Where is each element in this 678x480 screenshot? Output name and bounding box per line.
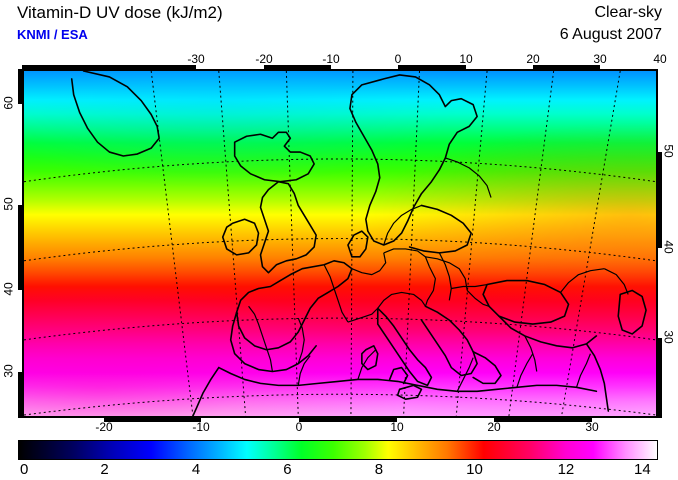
bottom-tick-30: 30 (585, 420, 599, 434)
top-tick-bar (398, 65, 466, 69)
bottom-tick-neg10: -10 (192, 420, 210, 434)
left-tick-40: 40 (1, 282, 16, 296)
top-tick-neg20: -20 (255, 52, 273, 66)
graticule-lines (24, 71, 656, 416)
bottom-tick-bar (104, 418, 201, 422)
page-title: Vitamin-D UV dose (kJ/m2) (17, 3, 223, 22)
uv-dose-field (24, 71, 656, 416)
date-label: 6 August 2007 (559, 26, 662, 43)
coastline-and-borders (70, 71, 647, 416)
left-tick-bar (18, 69, 22, 104)
top-tick-bar (22, 65, 196, 69)
right-tick-40: 40 (661, 240, 676, 254)
left-tick-60: 60 (1, 96, 16, 110)
colorbar (18, 440, 658, 460)
right-tick-50: 50 (661, 144, 676, 158)
map-plot-frame (22, 69, 658, 418)
top-tick-20: 20 (526, 52, 540, 66)
agency-label: KNMI / ESA (17, 27, 88, 42)
left-tick-bar (18, 372, 22, 418)
top-tick-bar (533, 65, 600, 69)
colorbar-gradient (18, 440, 658, 460)
colorbar-tick-2: 2 (100, 461, 109, 478)
colorbar-tick-8: 8 (374, 461, 384, 478)
bottom-tick-neg20: -20 (95, 420, 113, 434)
top-tick-bar (264, 65, 331, 69)
map-canvas (24, 71, 656, 416)
bottom-tick-10: 10 (390, 420, 404, 434)
top-tick-10: 10 (459, 52, 473, 66)
top-tick-40: 40 (653, 52, 667, 66)
right-tick-bar (658, 152, 662, 248)
colorbar-tick-0: 0 (20, 461, 29, 478)
right-tick-bar (658, 338, 662, 418)
colorbar-tick-14: 14 (634, 461, 651, 478)
left-tick-bar (18, 205, 22, 290)
bottom-tick-0: 0 (295, 420, 303, 434)
bottom-tick-20: 20 (487, 420, 501, 434)
colorbar-tick-4: 4 (191, 461, 201, 478)
colorbar-tick-10: 10 (466, 461, 483, 478)
left-tick-50: 50 (1, 197, 16, 211)
colorbar-tick-6: 6 (283, 461, 292, 478)
left-tick-30: 30 (1, 364, 16, 378)
colorbar-tick-12: 12 (557, 461, 575, 478)
figure-header: Vitamin-D UV dose (kJ/m2) KNMI / ESA Cle… (0, 0, 678, 52)
right-tick-30: 30 (661, 330, 676, 344)
top-tick-neg30: -30 (187, 52, 205, 66)
condition-label: Clear-sky (594, 4, 662, 21)
top-tick-30: 30 (593, 52, 607, 66)
top-tick-neg10: -10 (322, 52, 340, 66)
bottom-tick-bar (494, 418, 592, 422)
bottom-tick-bar (299, 418, 397, 422)
top-tick-0: 0 (394, 52, 402, 66)
